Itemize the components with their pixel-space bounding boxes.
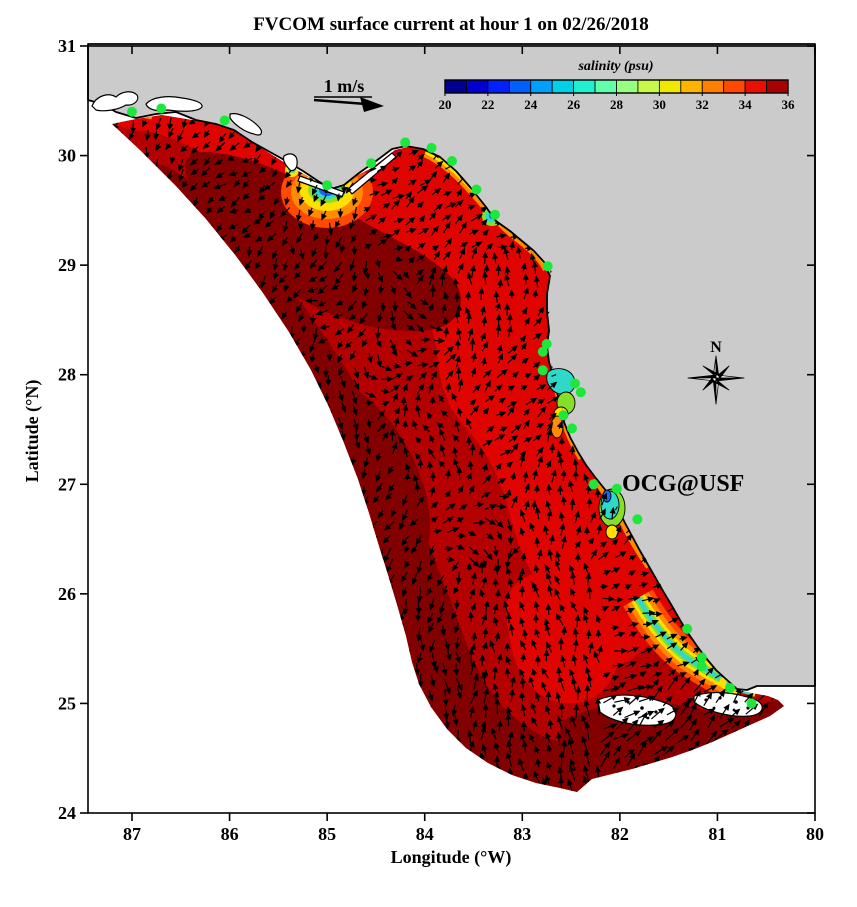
station-dot — [570, 378, 580, 389]
y-tick-label: 27 — [58, 474, 76, 494]
colorbar-tick-label: 20 — [439, 97, 452, 112]
y-tick-label: 25 — [58, 693, 76, 713]
station-dot — [322, 180, 333, 191]
y-axis-ticks: 31 30 29 28 27 26 25 24 — [58, 36, 815, 823]
colorbar-tick-labels: 20 22 24 26 28 30 32 34 36 — [439, 93, 796, 112]
salinity-colorbar: salinity (psu) 20 22 24 26 28 30 32 34 36 — [439, 59, 796, 112]
station-dot — [611, 483, 622, 494]
colorbar-cell — [701, 79, 725, 94]
station-dot — [682, 623, 693, 634]
salinity-dark-red-rim — [150, 160, 784, 792]
x-axis-label: Longitude (°W) — [391, 847, 512, 868]
x-tick-label: 85 — [318, 824, 336, 844]
y-axis-label: Latitude (°N) — [22, 380, 43, 483]
station-dot — [426, 142, 437, 153]
colorbar-tick-label: 34 — [739, 97, 753, 112]
station-dot — [219, 115, 230, 126]
pensacola-bay — [91, 91, 139, 112]
colorbar-tick-label: 30 — [653, 97, 666, 112]
x-tick-label: 81 — [708, 824, 726, 844]
st-joseph-bay — [282, 153, 298, 172]
y-tick-label: 28 — [58, 365, 76, 385]
axes: 87 86 85 84 83 82 81 80 31 30 29 28 27 26 25 24 Longit… — [22, 36, 824, 868]
y-tick-label: 29 — [58, 255, 76, 275]
station-dot — [537, 365, 548, 376]
colorbar-tick-label: 28 — [610, 97, 624, 112]
station-dot — [575, 387, 586, 398]
colorbar-cell — [658, 79, 682, 94]
y-tick-label: 24 — [58, 803, 76, 823]
station-dot — [156, 103, 167, 114]
station-dot — [471, 184, 482, 195]
scale-arrow-shaft — [313, 98, 367, 106]
station-dot — [400, 137, 411, 148]
station-dot — [542, 261, 553, 272]
colorbar-cell — [551, 79, 575, 94]
colorbar-cell — [766, 79, 789, 94]
x-tick-label: 80 — [806, 824, 824, 844]
station-dot — [696, 661, 707, 672]
station-dot — [588, 479, 599, 490]
colorbar-cell — [680, 79, 703, 94]
scale-arrow-head-icon — [360, 97, 384, 112]
coastal-bays-and-barrier-islands — [91, 91, 397, 198]
colorbar-cell — [744, 79, 767, 94]
x-tick-label: 86 — [221, 824, 239, 844]
salinity-bright-red-band — [112, 115, 748, 700]
colorbar-cell — [594, 79, 617, 94]
colorbar-tick-label: 36 — [782, 97, 796, 112]
x-tick-label: 87 — [123, 824, 141, 844]
station-dot — [127, 106, 137, 117]
ocg-usf-watermark: OCG@USF — [622, 471, 744, 497]
x-tick-label: 84 — [416, 824, 434, 844]
station-dot — [366, 158, 377, 169]
colorbar-cells — [444, 79, 789, 94]
colorbar-cell — [723, 79, 746, 94]
y-tick-label: 31 — [58, 36, 76, 56]
station-markers — [127, 103, 757, 709]
colorbar-tick-label: 24 — [524, 97, 538, 112]
station-dot — [490, 209, 500, 220]
colorbar-tick-label: 26 — [567, 97, 581, 112]
charlotte-harbor-yellow — [605, 524, 619, 540]
y-tick-label: 30 — [58, 146, 76, 166]
y-tick-label: 26 — [58, 584, 76, 604]
colorbar-cell — [444, 79, 467, 94]
land-florida — [87, 43, 816, 691]
station-dot — [725, 683, 736, 694]
colorbar-cell — [530, 79, 553, 94]
velocity-scale: 1 m/s — [313, 76, 384, 112]
plot-frame — [87, 45, 816, 814]
station-dot — [746, 698, 757, 709]
station-dot — [632, 514, 643, 525]
colorbar-cell — [573, 79, 596, 94]
colorbar-cell — [508, 79, 532, 94]
colorbar-title: salinity (psu) — [577, 59, 653, 74]
colorbar-cell — [616, 79, 639, 94]
velocity-scale-label: 1 m/s — [324, 76, 365, 96]
colorbar-cell — [487, 79, 510, 94]
station-dot — [447, 156, 457, 166]
compass-north-label: N — [710, 339, 722, 356]
colorbar-tick-label: 22 — [481, 97, 494, 112]
station-dot — [541, 339, 552, 349]
station-dot — [537, 346, 548, 357]
x-tick-label: 83 — [513, 824, 531, 844]
page-title: FVCOM surface current at hour 1 on 02/26… — [253, 14, 649, 35]
colorbar-cell — [466, 79, 489, 94]
salinity-dark-red-mid — [336, 380, 430, 560]
colorbar-cell — [637, 79, 660, 94]
station-dot — [696, 652, 707, 663]
charlotte-harbor-blue — [602, 489, 612, 503]
x-tick-label: 82 — [611, 824, 629, 844]
st-andrew-bay — [229, 113, 263, 136]
station-dot — [558, 410, 569, 421]
colorbar-tick-label: 32 — [696, 97, 709, 112]
compass-rose-icon: N — [687, 339, 745, 405]
station-dot — [567, 423, 577, 434]
x-axis-ticks: 87 86 85 84 83 82 81 80 — [123, 46, 824, 844]
